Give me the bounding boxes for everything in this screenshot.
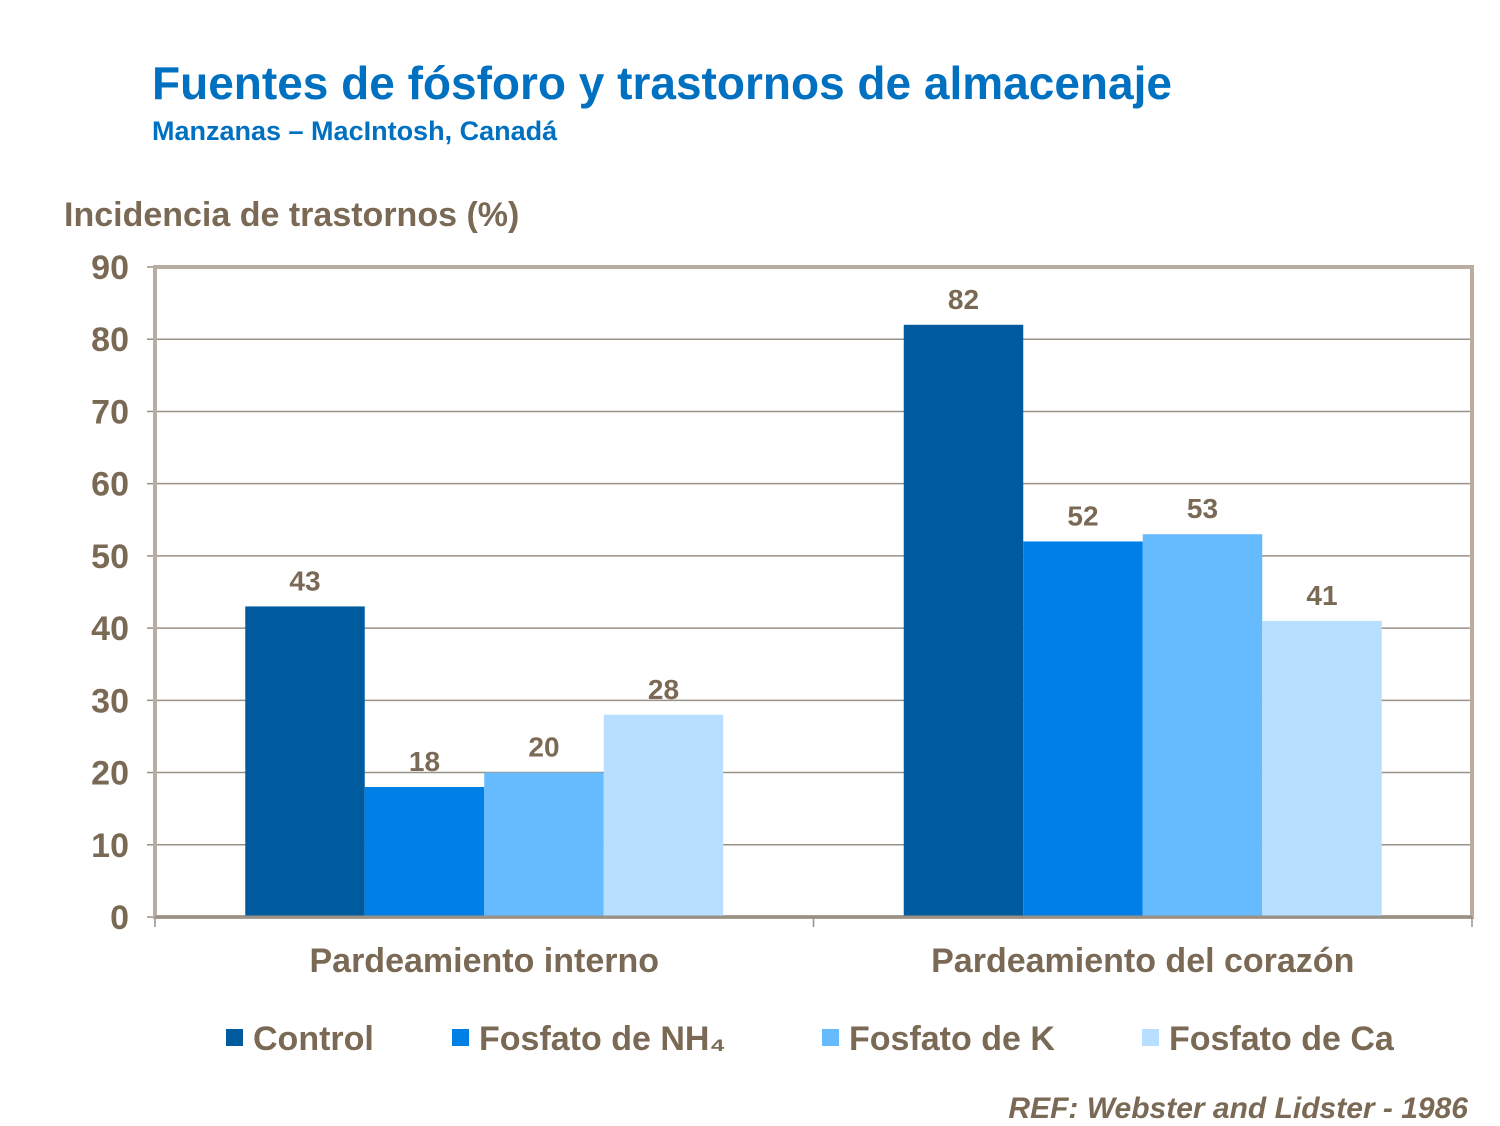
data-label: 20 bbox=[528, 732, 559, 763]
y-tick-label: 80 bbox=[91, 321, 129, 359]
legend-swatch bbox=[226, 1029, 243, 1046]
y-tick-label: 20 bbox=[91, 755, 129, 793]
y-tick-label: 50 bbox=[91, 538, 129, 576]
data-label: 28 bbox=[648, 674, 679, 705]
legend-label: Fosfato de K bbox=[849, 1020, 1055, 1058]
y-axis-label: Incidencia de trastornos (%) bbox=[64, 196, 520, 234]
data-label: 41 bbox=[1306, 580, 1337, 611]
reference-note: REF: Webster and Lidster - 1986 bbox=[1008, 1092, 1468, 1125]
x-tick-label: Pardeamiento interno bbox=[309, 942, 659, 980]
y-tick-label: 0 bbox=[110, 899, 129, 937]
y-tick-label: 40 bbox=[91, 610, 129, 648]
bar bbox=[1262, 620, 1382, 917]
data-label: 53 bbox=[1187, 493, 1218, 524]
y-tick-label: 90 bbox=[91, 249, 129, 287]
legend-label: Control bbox=[253, 1020, 374, 1058]
bar bbox=[903, 324, 1024, 917]
bar bbox=[1023, 541, 1143, 917]
data-label: 18 bbox=[409, 746, 440, 777]
bar bbox=[484, 772, 604, 917]
legend-label: Fosfato de Ca bbox=[1169, 1020, 1395, 1058]
data-label: 43 bbox=[289, 565, 320, 596]
y-tick-label: 60 bbox=[91, 466, 129, 504]
y-tick-label: 10 bbox=[91, 827, 129, 865]
legend-swatch bbox=[822, 1029, 839, 1046]
y-tick-label: 30 bbox=[91, 682, 129, 720]
bar bbox=[603, 714, 724, 917]
legend-swatch bbox=[452, 1029, 469, 1046]
bar bbox=[245, 606, 365, 917]
legend-label: Fosfato de NH₄ bbox=[479, 1020, 726, 1058]
bar bbox=[1142, 534, 1263, 917]
x-tick-label: Pardeamiento del corazón bbox=[931, 942, 1354, 980]
page-title: Fuentes de fósforo y trastornos de almac… bbox=[152, 57, 1172, 109]
page-subtitle: Manzanas – MacIntosh, Canadá bbox=[152, 116, 558, 146]
bar bbox=[364, 787, 485, 917]
data-label: 82 bbox=[948, 284, 979, 315]
data-label: 52 bbox=[1067, 500, 1098, 531]
y-tick-label: 70 bbox=[91, 393, 129, 431]
legend-swatch bbox=[1142, 1029, 1159, 1046]
